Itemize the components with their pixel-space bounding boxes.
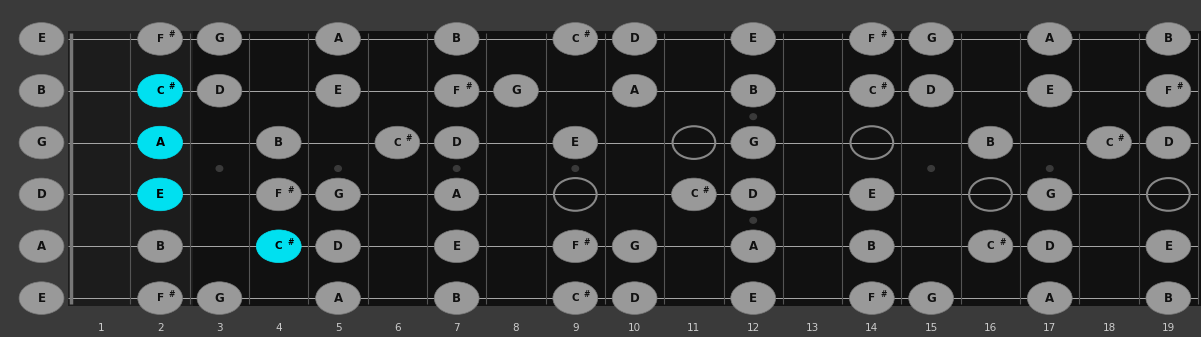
Ellipse shape (849, 230, 895, 263)
Text: E: E (572, 136, 579, 149)
Text: B: B (156, 240, 165, 253)
Text: C: C (987, 241, 994, 251)
Text: D: D (629, 32, 639, 45)
Text: F: F (1165, 86, 1172, 96)
Text: F: F (453, 86, 460, 96)
Text: D: D (1164, 136, 1173, 149)
Ellipse shape (730, 230, 776, 263)
Ellipse shape (613, 23, 657, 55)
Ellipse shape (375, 126, 420, 159)
Ellipse shape (968, 126, 1012, 159)
Ellipse shape (316, 178, 360, 211)
Ellipse shape (197, 74, 241, 107)
Ellipse shape (1146, 126, 1191, 159)
Text: G: G (512, 84, 521, 97)
Text: B: B (37, 84, 46, 97)
Ellipse shape (138, 282, 183, 314)
Text: C: C (1105, 137, 1113, 148)
Text: 17: 17 (1044, 323, 1057, 333)
Text: #: # (1177, 82, 1183, 91)
Text: #: # (584, 290, 590, 299)
Text: B: B (867, 240, 877, 253)
Text: 11: 11 (687, 323, 700, 333)
Text: B: B (1164, 32, 1173, 45)
Text: F: F (868, 293, 876, 303)
Text: E: E (749, 32, 757, 45)
Text: A: A (1045, 292, 1054, 305)
Ellipse shape (1146, 282, 1191, 314)
Text: A: A (631, 84, 639, 97)
Text: A: A (156, 136, 165, 149)
Ellipse shape (1027, 74, 1072, 107)
Ellipse shape (138, 230, 183, 263)
Text: D: D (1045, 240, 1054, 253)
Text: G: G (629, 240, 639, 253)
Ellipse shape (613, 230, 657, 263)
Ellipse shape (435, 126, 479, 159)
Text: C: C (156, 86, 165, 96)
Text: 10: 10 (628, 323, 641, 333)
Text: E: E (749, 292, 757, 305)
Text: E: E (37, 292, 46, 305)
Text: 6: 6 (394, 323, 401, 333)
Text: D: D (926, 84, 936, 97)
Text: B: B (748, 84, 758, 97)
Text: D: D (37, 188, 47, 201)
Ellipse shape (138, 126, 183, 159)
Ellipse shape (19, 282, 64, 314)
Ellipse shape (435, 74, 479, 107)
Ellipse shape (316, 23, 360, 55)
Text: C: C (691, 189, 698, 200)
Text: A: A (1045, 32, 1054, 45)
Text: A: A (334, 292, 342, 305)
Text: #: # (584, 30, 590, 39)
Circle shape (749, 114, 757, 120)
Text: E: E (453, 240, 461, 253)
Circle shape (454, 166, 460, 171)
Ellipse shape (909, 74, 954, 107)
Ellipse shape (435, 282, 479, 314)
Ellipse shape (730, 282, 776, 314)
Text: C: C (275, 241, 282, 251)
Text: B: B (453, 292, 461, 305)
Ellipse shape (1146, 23, 1191, 55)
Ellipse shape (849, 23, 895, 55)
Text: G: G (215, 32, 225, 45)
Text: F: F (156, 293, 163, 303)
Text: E: E (334, 84, 342, 97)
Ellipse shape (1087, 126, 1131, 159)
Ellipse shape (552, 23, 598, 55)
Text: #: # (880, 82, 886, 91)
Text: 4: 4 (275, 323, 282, 333)
Text: 5: 5 (335, 323, 341, 333)
Ellipse shape (138, 74, 183, 107)
Ellipse shape (552, 282, 598, 314)
Text: G: G (333, 188, 343, 201)
Ellipse shape (909, 282, 954, 314)
Text: G: G (37, 136, 47, 149)
Ellipse shape (138, 23, 183, 55)
Text: #: # (880, 30, 886, 39)
Circle shape (335, 166, 341, 171)
Ellipse shape (435, 230, 479, 263)
Text: A: A (334, 32, 342, 45)
Text: A: A (452, 188, 461, 201)
Text: B: B (453, 32, 461, 45)
Text: E: E (37, 32, 46, 45)
Ellipse shape (1027, 282, 1072, 314)
Ellipse shape (1146, 230, 1191, 263)
Text: F: F (572, 241, 579, 251)
Text: #: # (465, 82, 472, 91)
Ellipse shape (849, 282, 895, 314)
Text: #: # (880, 290, 886, 299)
Text: #: # (406, 134, 412, 143)
Ellipse shape (730, 126, 776, 159)
Ellipse shape (197, 23, 241, 55)
Text: F: F (275, 189, 282, 200)
Text: 3: 3 (216, 323, 222, 333)
Ellipse shape (435, 178, 479, 211)
Text: B: B (1164, 292, 1173, 305)
Ellipse shape (316, 230, 360, 263)
FancyBboxPatch shape (68, 31, 192, 306)
